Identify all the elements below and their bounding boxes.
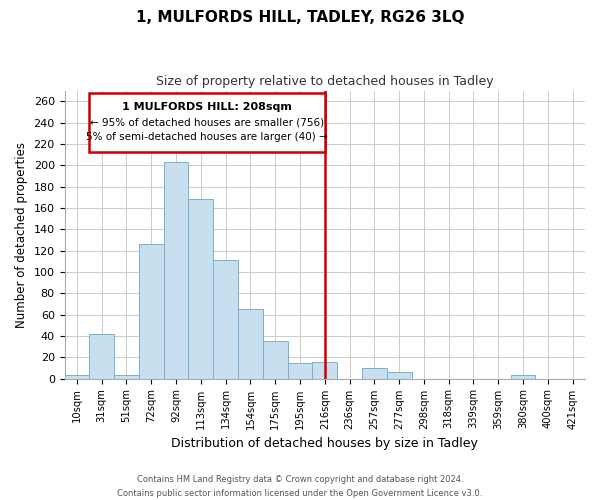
Bar [164, 162, 188, 378]
X-axis label: Distribution of detached houses by size in Tadley: Distribution of detached houses by size … [172, 437, 478, 450]
Bar [139, 244, 164, 378]
Bar [114, 376, 139, 378]
Text: Contains HM Land Registry data © Crown copyright and database right 2024.
Contai: Contains HM Land Registry data © Crown c… [118, 476, 482, 498]
Text: 1 MULFORDS HILL: 208sqm: 1 MULFORDS HILL: 208sqm [122, 102, 292, 112]
Bar [238, 309, 263, 378]
Bar [387, 372, 412, 378]
Bar [89, 334, 114, 378]
Bar [65, 376, 89, 378]
FancyBboxPatch shape [89, 92, 325, 152]
Bar [362, 368, 387, 378]
Bar [263, 341, 287, 378]
Text: 1, MULFORDS HILL, TADLEY, RG26 3LQ: 1, MULFORDS HILL, TADLEY, RG26 3LQ [136, 10, 464, 25]
Bar [188, 200, 213, 378]
Bar [287, 362, 313, 378]
Title: Size of property relative to detached houses in Tadley: Size of property relative to detached ho… [156, 75, 494, 88]
Bar [313, 362, 337, 378]
Bar [213, 260, 238, 378]
Text: ← 95% of detached houses are smaller (756): ← 95% of detached houses are smaller (75… [90, 118, 324, 128]
Bar [511, 376, 535, 378]
Text: 5% of semi-detached houses are larger (40) →: 5% of semi-detached houses are larger (4… [86, 132, 328, 142]
Y-axis label: Number of detached properties: Number of detached properties [15, 142, 28, 328]
